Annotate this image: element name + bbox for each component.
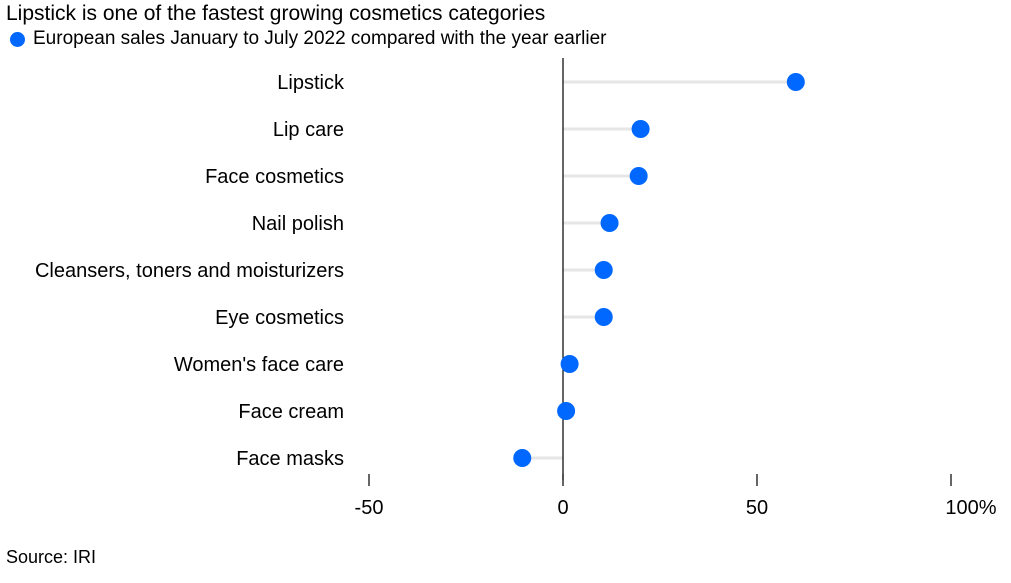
- chart-title: Lipstick is one of the fastest growing c…: [6, 2, 546, 25]
- dots-layer: [513, 73, 805, 467]
- category-label: Women's face care: [174, 354, 344, 376]
- data-point: [594, 308, 613, 326]
- data-point: [786, 73, 805, 91]
- legend: European sales January to July 2022 comp…: [6, 27, 607, 51]
- category-label: Face cream: [238, 401, 344, 423]
- data-point: [560, 355, 579, 373]
- data-point: [631, 120, 650, 138]
- x-tick-label: -50: [355, 497, 384, 519]
- x-ticks-layer: -50 0 50 100%: [355, 474, 997, 519]
- x-tick-label: 0: [557, 497, 568, 519]
- data-point: [594, 261, 613, 279]
- category-label: Face cosmetics: [205, 166, 344, 188]
- legend-label: European sales January to July 2022 comp…: [33, 28, 607, 49]
- category-label: Face masks: [236, 448, 344, 470]
- data-point: [600, 214, 619, 232]
- source-note: Source: IRI: [6, 547, 97, 567]
- category-label: Lipstick: [277, 72, 345, 94]
- data-point: [557, 402, 576, 420]
- category-label: Lip care: [273, 119, 344, 141]
- category-label: Eye cosmetics: [215, 307, 344, 329]
- data-point: [513, 449, 532, 467]
- x-tick-label: 50: [746, 497, 768, 519]
- category-label: Cleansers, toners and moisturizers: [35, 260, 344, 282]
- legend-dot-icon: [10, 31, 25, 47]
- category-labels-layer: Lipstick Lip care Face cosmetics Nail polis…: [35, 72, 345, 470]
- x-tick-label: 100%: [945, 497, 996, 519]
- data-point: [629, 167, 648, 185]
- category-label: Nail polish: [252, 213, 344, 235]
